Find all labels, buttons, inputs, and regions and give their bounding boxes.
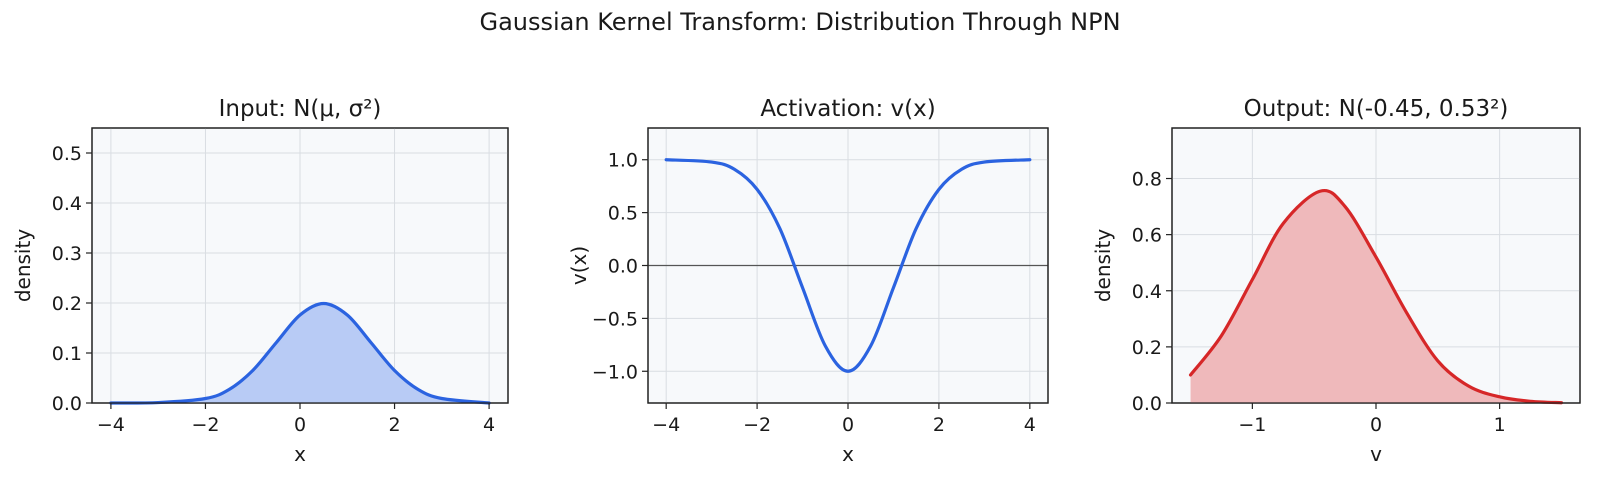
x-tick-label: −1 [1238,414,1266,436]
x-tick-label: 2 [933,414,945,436]
series-line-1 [1188,188,1564,405]
figure-title: Gaussian Kernel Transform: Distribution … [479,8,1121,36]
series-line-1 [664,158,1032,373]
x-tick-label: 4 [1024,414,1036,436]
y-tick-label: 0.0 [608,256,638,278]
y-tick-label: 0.2 [1132,337,1162,359]
panel-title: Input: N(μ, σ²) [219,96,382,122]
y-tick-label: 0.5 [608,203,638,225]
y-tick-label: 1.0 [608,150,638,172]
y-tick-label: 0.8 [1132,169,1162,191]
x-tick-label: −4 [97,414,125,436]
y-tick-label: 0.3 [52,243,82,265]
y-axis-label: density [1091,229,1115,302]
y-tick-label: 0.5 [52,143,82,165]
panel-title: Activation: v(x) [760,96,935,122]
x-tick-label: 0 [294,414,306,436]
y-axis-label: density [11,229,35,302]
y-tick-label: 0.0 [52,393,82,415]
y-tick-label: 0.6 [1132,225,1162,247]
series-area-1 [1190,190,1562,403]
x-tick-label: −4 [652,414,680,436]
y-tick-label: 0.4 [1132,281,1162,303]
y-tick-label: 0.1 [52,343,82,365]
x-tick-label: −2 [743,414,771,436]
x-tick-label: 0 [842,414,854,436]
y-tick-label: 0.0 [1132,393,1162,415]
y-tick-label: 0.2 [52,293,82,315]
x-tick-label: 0 [1370,414,1382,436]
y-tick-label: −0.5 [592,308,638,330]
x-tick-label: 1 [1494,414,1506,436]
panel-title: Output: N(-0.45, 0.53²) [1244,96,1509,122]
series-line-1 [109,301,491,405]
y-axis-label: v(x) [567,246,591,285]
x-axis-label: v [1370,442,1382,466]
panel-2: −4 −2 0 2 4 −1.0 −0.5 0.0 0.5 1.0 Activation: v(x)… [567,96,1049,466]
y-tick-label: −1.0 [592,361,638,383]
x-tick-label: 2 [388,414,400,436]
x-axis-label: x [842,442,854,466]
x-tick-label: 4 [483,414,495,436]
y-tick-label: 0.4 [52,193,82,215]
x-tick-label: −2 [191,414,219,436]
series-area-1 [110,303,490,404]
x-axis-label: x [294,442,306,466]
panel-1: −4 −2 0 2 4 0.0 0.1 0.2 0.3 0.4 0.5 Input: N(μ, σ²)… [11,96,509,466]
panel-3: −1 0 1 0.0 0.2 0.4 0.6 0.8 Output: N(-0.45, 0.53… [1091,96,1581,466]
